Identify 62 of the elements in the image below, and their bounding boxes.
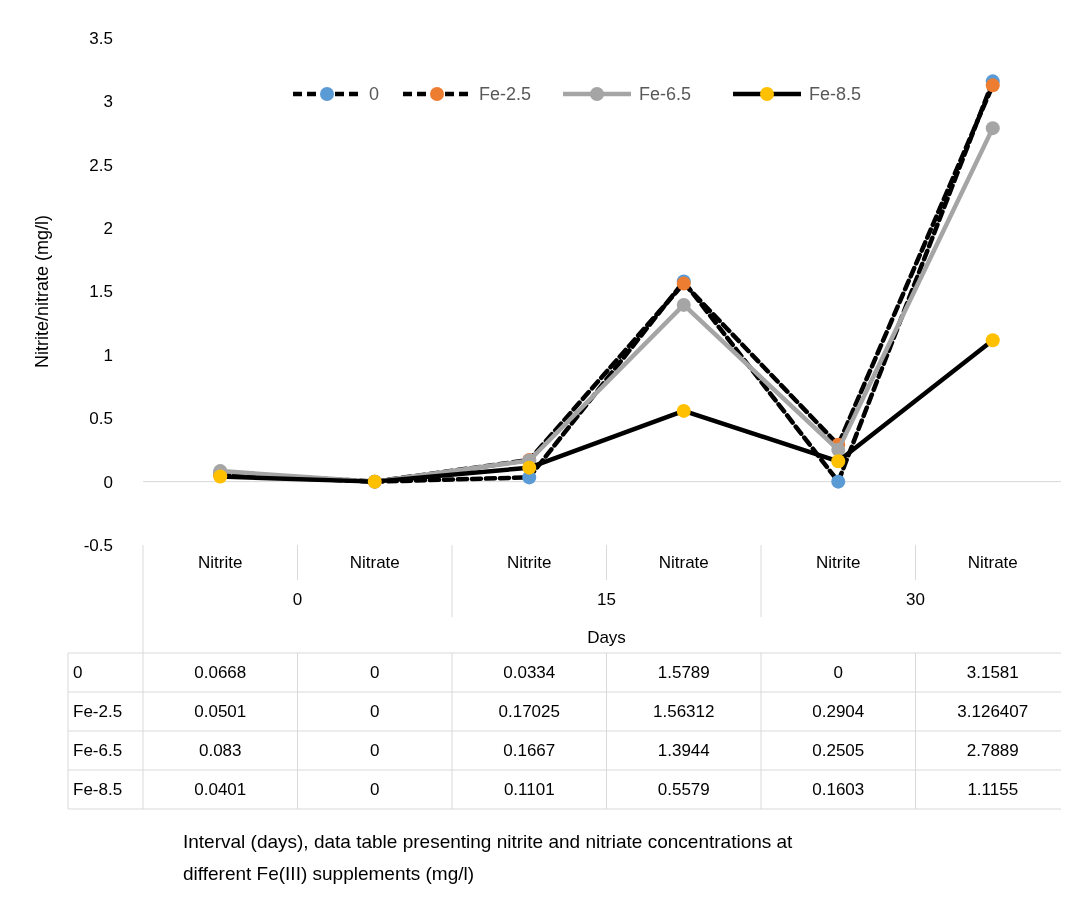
point xyxy=(985,333,1000,348)
x-tick-label: Nitrate xyxy=(658,553,709,572)
data-label: 0.2904 xyxy=(812,702,865,722)
data-label: 1.56312 xyxy=(653,702,715,722)
data-label: 0.5579 xyxy=(657,780,710,800)
point xyxy=(676,403,691,418)
text: 30 xyxy=(906,590,925,609)
y-tick-label: 1 xyxy=(103,345,113,365)
data-label: 0.1603 xyxy=(812,780,865,800)
data-label: 0.17025 xyxy=(498,702,560,722)
text: Fe-8.5 xyxy=(73,780,123,800)
x-tick-label: Nitrite xyxy=(198,553,243,572)
data-label: 1.5789 xyxy=(657,663,710,683)
y-tick-label: 3.5 xyxy=(89,28,113,48)
y-tick-label: 0.5 xyxy=(89,409,113,429)
text: 15 xyxy=(597,590,616,609)
legend-label: Fe-2.5 xyxy=(479,84,532,105)
data-label: 0 xyxy=(370,702,380,722)
x-tick-label: Nitrite xyxy=(816,553,861,572)
data-label: 0 xyxy=(370,741,380,761)
data-label: 0.0668 xyxy=(194,663,247,683)
y-tick-label: -0.5 xyxy=(83,535,113,555)
x-tick-label: Nitrite xyxy=(507,553,552,572)
legend-label: Fe-6.5 xyxy=(639,84,692,105)
data-label: 0.1101 xyxy=(503,780,555,800)
x-tick-label: Nitrate xyxy=(967,553,1018,572)
x-tick-label: Nitrate xyxy=(349,553,400,572)
point xyxy=(522,460,537,475)
data-label: 0 xyxy=(370,663,380,683)
point xyxy=(985,121,1000,136)
text: 0 xyxy=(292,590,303,609)
data-label: 0.2505 xyxy=(812,741,865,761)
data-label: 1.1155 xyxy=(967,780,1019,800)
data-label: 3.1581 xyxy=(966,663,1019,683)
data-label: 0.083 xyxy=(198,741,242,761)
legend-label: 0 xyxy=(369,84,380,105)
point xyxy=(831,474,846,489)
point xyxy=(831,442,846,457)
data-label: 0.0501 xyxy=(194,702,247,722)
y-tick-label: 2 xyxy=(103,219,113,239)
data-label: 0.0401 xyxy=(194,780,247,800)
y-tick-label: 2.5 xyxy=(89,155,113,175)
y-tick-label: 0 xyxy=(103,472,113,492)
point xyxy=(676,297,691,312)
legend-label: Fe-8.5 xyxy=(809,84,862,105)
data-label: 1.3944 xyxy=(657,741,710,761)
y-axis-title: Nitrite/nitrate (mg/l) xyxy=(32,214,52,369)
x-axis-title: Days xyxy=(587,628,626,647)
y-tick-label: 3 xyxy=(103,92,113,112)
point xyxy=(831,454,846,469)
text: 0 xyxy=(73,663,83,683)
data-label: 2.7889 xyxy=(966,741,1019,761)
data-label: 0 xyxy=(833,663,843,683)
point xyxy=(985,78,1000,93)
text: Fe-6.5 xyxy=(73,741,123,761)
data-label: 0.1667 xyxy=(503,741,556,761)
data-label: 3.126407 xyxy=(957,702,1029,722)
text: Interval (days), data table presenting nitrite and nitriate concentrations at different Fe(III) supplements (mg/l) xyxy=(183,831,794,884)
data-label: 0.0334 xyxy=(503,663,556,683)
text: Fe-2.5 xyxy=(73,702,123,722)
y-tick-label: 1.5 xyxy=(89,282,113,302)
data-label: 0 xyxy=(370,780,380,800)
